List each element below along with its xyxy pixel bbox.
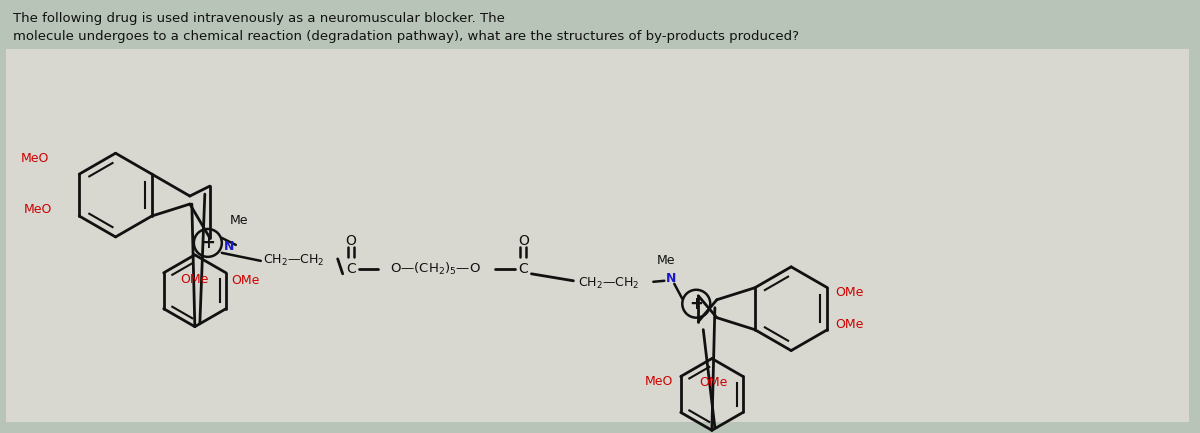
Text: OMe: OMe bbox=[835, 318, 864, 331]
Text: molecule undergoes to a chemical reaction (degradation pathway), what are the st: molecule undergoes to a chemical reactio… bbox=[13, 30, 799, 43]
Text: MeO: MeO bbox=[20, 152, 49, 165]
Text: OMe: OMe bbox=[230, 274, 259, 287]
Text: N: N bbox=[224, 240, 234, 253]
Text: O—(CH$_2$)$_5$—O: O—(CH$_2$)$_5$—O bbox=[390, 261, 481, 277]
Text: MeO: MeO bbox=[23, 203, 52, 216]
Text: O: O bbox=[518, 234, 529, 248]
Text: C: C bbox=[346, 262, 355, 276]
Text: CH$_2$—CH$_2$: CH$_2$—CH$_2$ bbox=[263, 253, 324, 268]
Text: CH$_2$—CH$_2$: CH$_2$—CH$_2$ bbox=[578, 276, 640, 291]
Text: C: C bbox=[518, 262, 528, 276]
Text: MeO: MeO bbox=[644, 375, 673, 388]
Text: OMe: OMe bbox=[835, 286, 864, 299]
Text: N: N bbox=[666, 272, 677, 285]
Text: OMe: OMe bbox=[181, 273, 209, 286]
Text: The following drug is used intravenously as a neuromuscular blocker. The: The following drug is used intravenously… bbox=[13, 12, 504, 25]
Text: Me: Me bbox=[230, 214, 248, 227]
FancyBboxPatch shape bbox=[6, 48, 1189, 422]
Text: Me: Me bbox=[656, 254, 674, 267]
Text: OMe: OMe bbox=[700, 376, 728, 390]
Text: O: O bbox=[346, 234, 356, 248]
Text: +: + bbox=[200, 234, 215, 252]
Text: +: + bbox=[689, 295, 703, 313]
